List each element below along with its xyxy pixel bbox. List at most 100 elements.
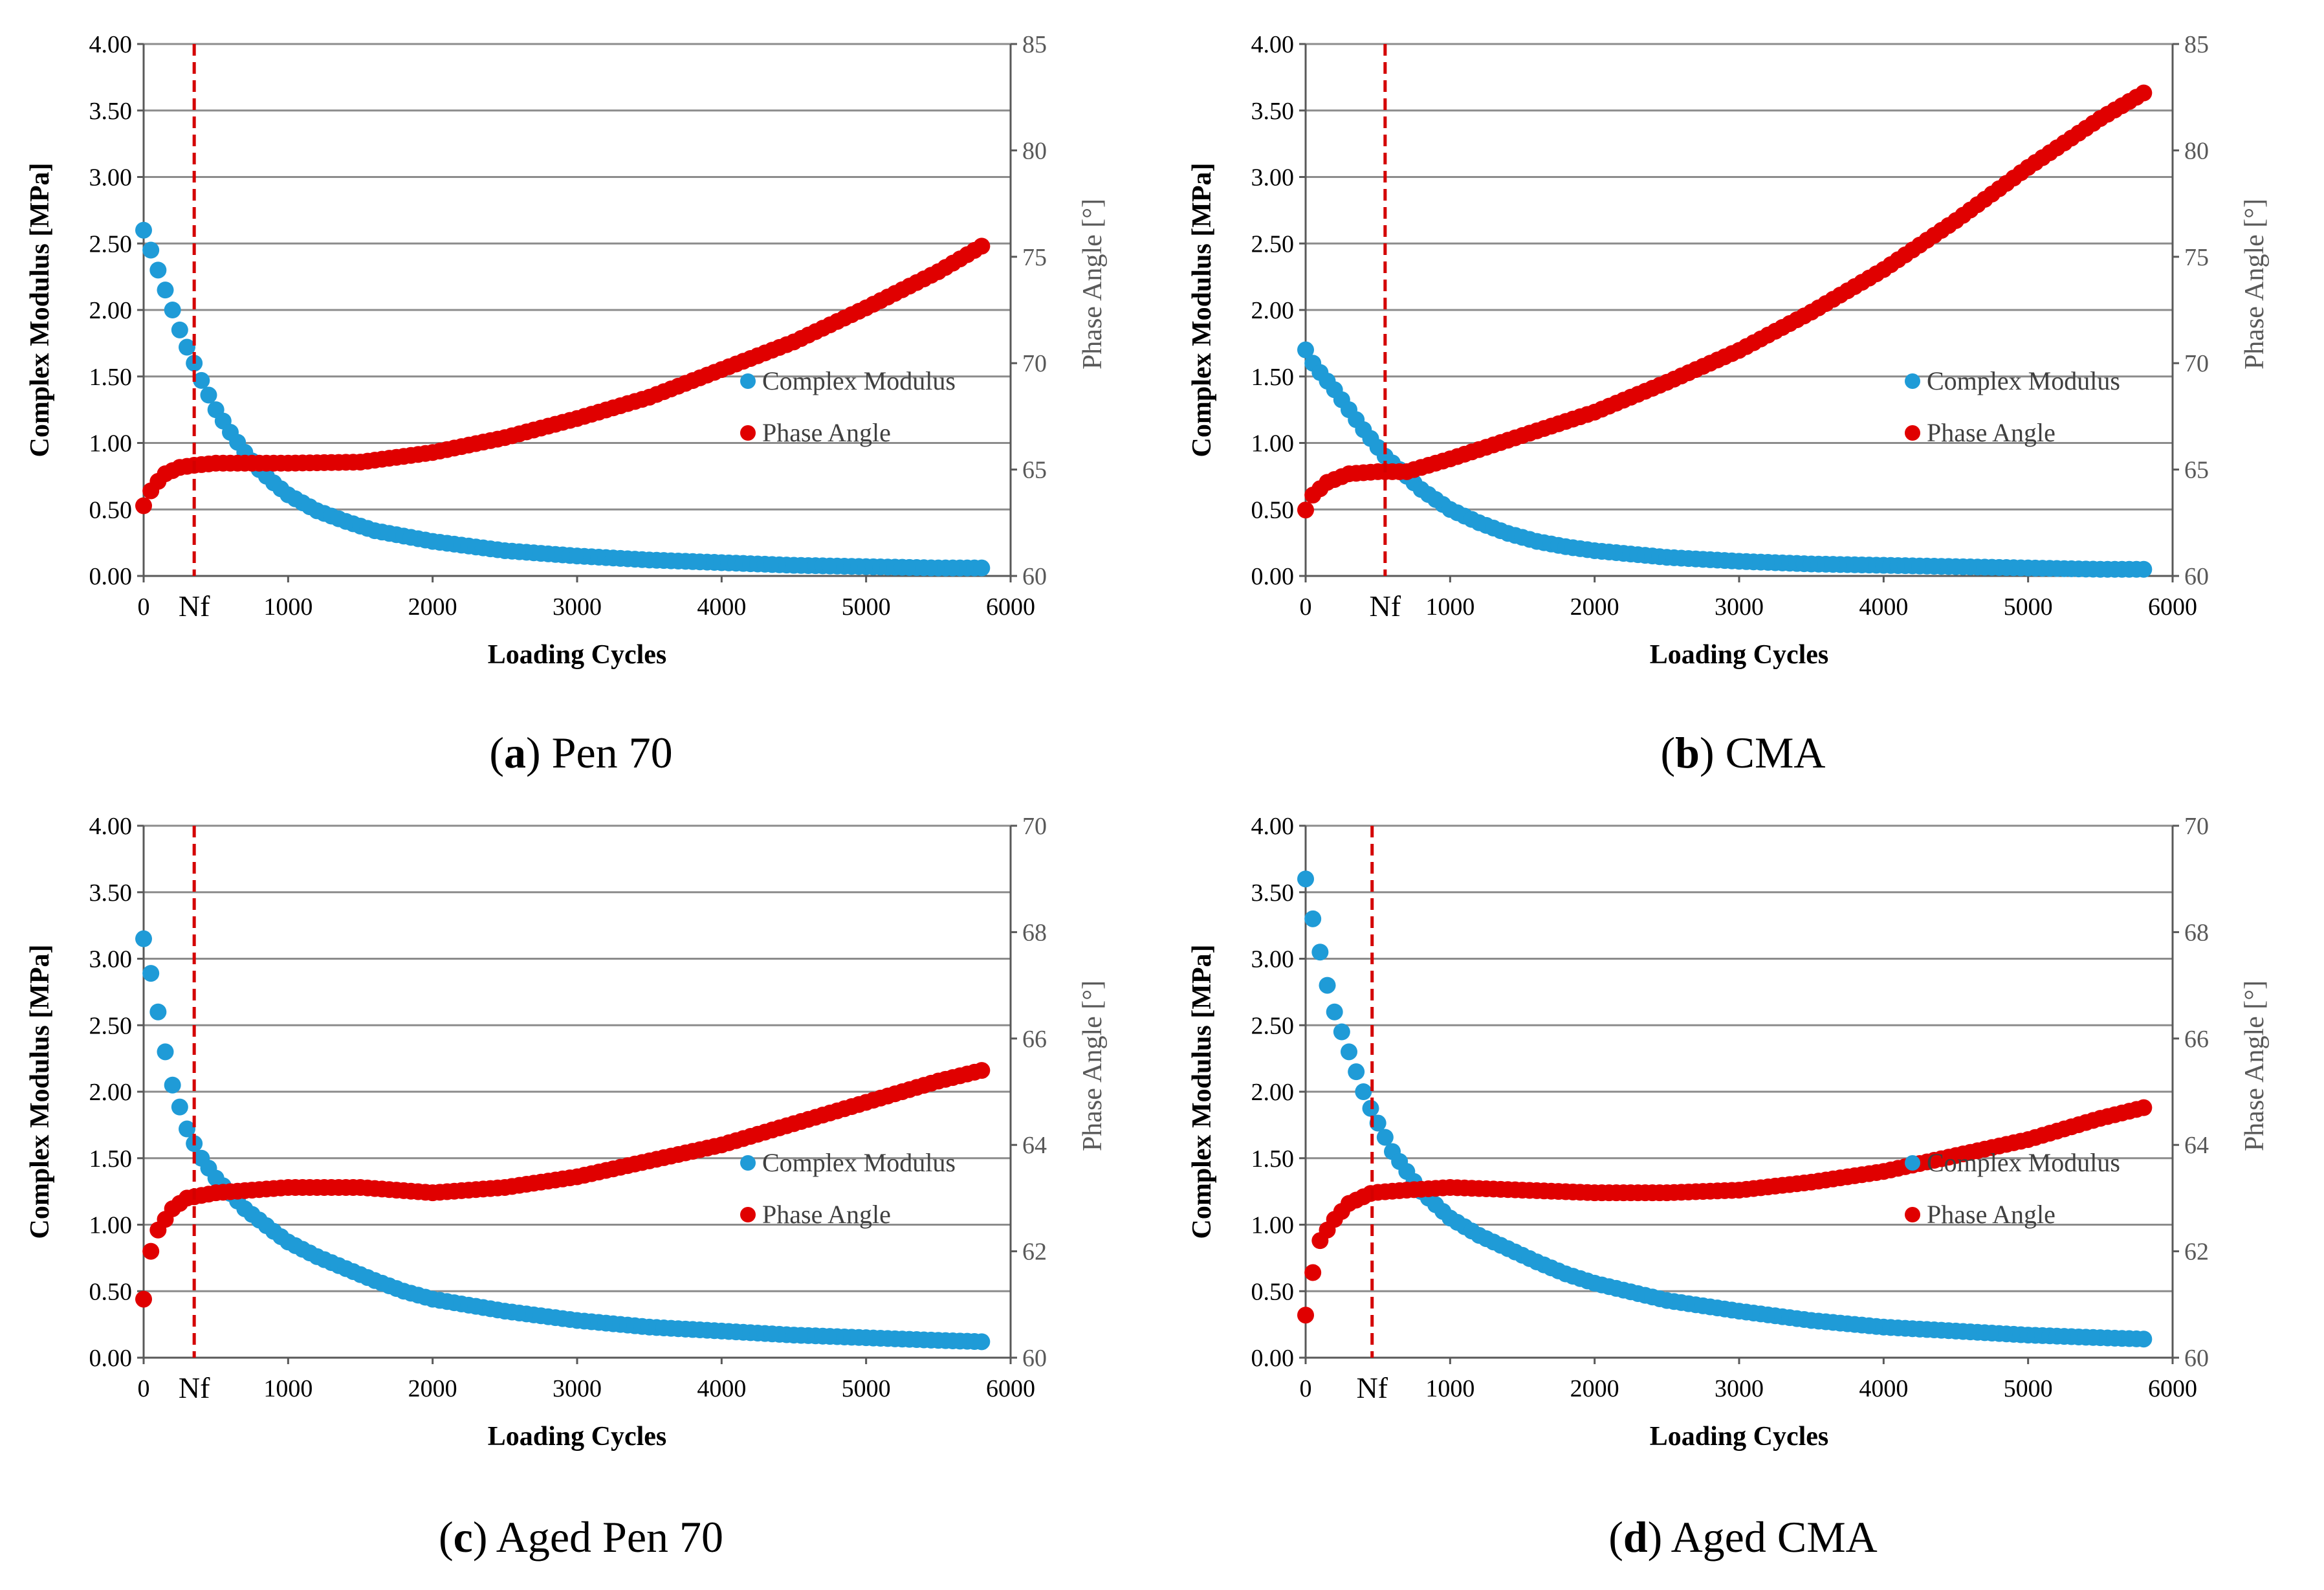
data-point bbox=[1326, 1003, 1343, 1021]
y-tick-label: 0.00 bbox=[89, 563, 133, 590]
legend-marker bbox=[1905, 373, 1920, 389]
x-tick-label: 0 bbox=[1300, 1375, 1312, 1402]
y-tick-label: 0.50 bbox=[89, 496, 133, 524]
data-point bbox=[193, 371, 210, 389]
caption-letter: a bbox=[504, 728, 526, 777]
legend-label: Phase Angle bbox=[1927, 1200, 2055, 1229]
legend-label: Complex Modulus bbox=[762, 1148, 956, 1177]
data-point bbox=[164, 1076, 181, 1094]
x-tick-label: 3000 bbox=[1715, 1375, 1764, 1402]
x-tick-label: 3000 bbox=[1715, 593, 1764, 621]
y2-tick-label: 70 bbox=[1022, 350, 1047, 377]
data-point bbox=[1348, 1063, 1365, 1081]
x-tick-label: 0 bbox=[138, 1375, 150, 1402]
data-point bbox=[142, 1242, 160, 1260]
y2-tick-label: 66 bbox=[2184, 1026, 2209, 1053]
caption-text: CMA bbox=[1725, 728, 1826, 777]
y2-tick-label: 64 bbox=[1022, 1132, 1047, 1159]
data-point bbox=[1355, 1083, 1372, 1100]
x-tick-label: 2000 bbox=[408, 1375, 457, 1402]
legend-label: Phase Angle bbox=[1927, 418, 2055, 447]
caption-letter: b bbox=[1675, 728, 1700, 777]
x-tick-label: 5000 bbox=[842, 593, 891, 621]
y-tick-label: 2.50 bbox=[89, 230, 133, 258]
data-point bbox=[2135, 84, 2153, 102]
y-tick-label: 4.00 bbox=[1251, 813, 1295, 840]
y2-tick-label: 60 bbox=[2184, 1345, 2209, 1372]
y-axis-label: Complex Modulus [MPa] bbox=[1187, 163, 1217, 458]
y-tick-label: 4.00 bbox=[1251, 31, 1295, 58]
data-point bbox=[179, 338, 195, 356]
series-complex-modulus bbox=[1297, 870, 2153, 1348]
caption-b: (b) CMA bbox=[1660, 728, 1826, 777]
legend-label: Complex Modulus bbox=[1927, 1148, 2120, 1177]
x-tick-label: 6000 bbox=[2148, 1375, 2197, 1402]
y-tick-label: 1.00 bbox=[89, 430, 133, 458]
data-point bbox=[1311, 944, 1329, 961]
data-point bbox=[973, 1062, 991, 1079]
x-tick-label: 6000 bbox=[986, 593, 1035, 621]
data-point bbox=[1297, 502, 1314, 519]
y2-tick-label: 66 bbox=[1022, 1026, 1047, 1053]
y-tick-label: 2.00 bbox=[89, 297, 133, 324]
x-tick-label: 1000 bbox=[263, 1375, 312, 1402]
data-point bbox=[142, 241, 160, 259]
y-tick-label: 0.00 bbox=[1251, 1345, 1295, 1372]
x-tick-label: 4000 bbox=[1859, 593, 1908, 621]
y-tick-label: 2.00 bbox=[89, 1079, 133, 1106]
series-phase-angle bbox=[135, 237, 991, 514]
y2-axis-label: Phase Angle [°] bbox=[2240, 980, 2270, 1151]
y-tick-label: 2.50 bbox=[1251, 1012, 1295, 1039]
y2-axis-label: Phase Angle [°] bbox=[1078, 980, 1108, 1151]
series-phase-angle bbox=[135, 1062, 991, 1308]
data-point bbox=[1297, 870, 1314, 888]
y2-tick-label: 62 bbox=[1022, 1239, 1047, 1266]
data-point bbox=[2135, 560, 2153, 578]
data-point bbox=[149, 261, 167, 279]
legend-marker bbox=[1905, 1207, 1920, 1222]
data-point bbox=[1297, 341, 1314, 359]
data-point bbox=[1304, 1264, 1322, 1281]
chart-panel-c: 0.00 0.50 1.00 1.50 2.00 2.50 3.00 3.50 4.00 60 62… bbox=[0, 795, 1162, 1589]
y-tick-label: 2.00 bbox=[1251, 297, 1295, 324]
data-point bbox=[973, 1333, 991, 1351]
caption-text: Pen 70 bbox=[551, 728, 673, 777]
legend-marker bbox=[740, 1207, 756, 1222]
data-point bbox=[1333, 1023, 1350, 1041]
y-tick-label: 1.50 bbox=[89, 364, 133, 391]
nf-label: Nf bbox=[179, 1371, 210, 1404]
legend-label: Complex Modulus bbox=[1927, 366, 2120, 395]
legend-marker bbox=[740, 425, 756, 441]
y-tick-label: 0.00 bbox=[89, 1345, 133, 1372]
y2-tick-label: 75 bbox=[2184, 244, 2209, 271]
caption-text: Aged CMA bbox=[1671, 1512, 1878, 1562]
y2-tick-label: 70 bbox=[2184, 813, 2209, 840]
y2-tick-label: 68 bbox=[2184, 919, 2209, 946]
nf-label: Nf bbox=[179, 590, 210, 623]
caption-letter: c bbox=[453, 1512, 473, 1562]
x-tick-label: 1000 bbox=[263, 593, 312, 621]
y2-tick-label: 68 bbox=[1022, 919, 1047, 946]
data-point bbox=[179, 1120, 195, 1138]
x-tick-label: 3000 bbox=[553, 1375, 602, 1402]
y-tick-label: 3.50 bbox=[89, 879, 133, 907]
x-tick-label: 4000 bbox=[1859, 1375, 1908, 1402]
chart-b-svg: 0.00 0.50 1.00 1.50 2.00 2.50 3.00 3.50 4.00 60 65… bbox=[1187, 31, 2270, 670]
data-point bbox=[171, 1098, 188, 1116]
x-tick-label: 4000 bbox=[697, 593, 746, 621]
y2-tick-label: 64 bbox=[2184, 1132, 2209, 1159]
data-point bbox=[2135, 1331, 2153, 1348]
caption-letter: d bbox=[1623, 1512, 1648, 1562]
data-point bbox=[164, 302, 181, 318]
y-tick-label: 1.00 bbox=[1251, 1212, 1295, 1239]
y-tick-label: 0.00 bbox=[1251, 563, 1295, 590]
y-tick-label: 1.00 bbox=[1251, 430, 1295, 458]
x-tick-label: 6000 bbox=[2148, 593, 2197, 621]
caption-text: Aged Pen 70 bbox=[496, 1512, 724, 1562]
y2-tick-label: 75 bbox=[1022, 244, 1047, 271]
x-tick-label: 1000 bbox=[1425, 1375, 1474, 1402]
nf-label: Nf bbox=[1370, 590, 1401, 623]
chart-panel-d: 0.00 0.50 1.00 1.50 2.00 2.50 3.00 3.50 4.00 60 62… bbox=[1162, 795, 2324, 1589]
data-point bbox=[149, 1003, 167, 1021]
chart-d-svg: 0.00 0.50 1.00 1.50 2.00 2.50 3.00 3.50 4.00 60 62… bbox=[1187, 813, 2270, 1452]
